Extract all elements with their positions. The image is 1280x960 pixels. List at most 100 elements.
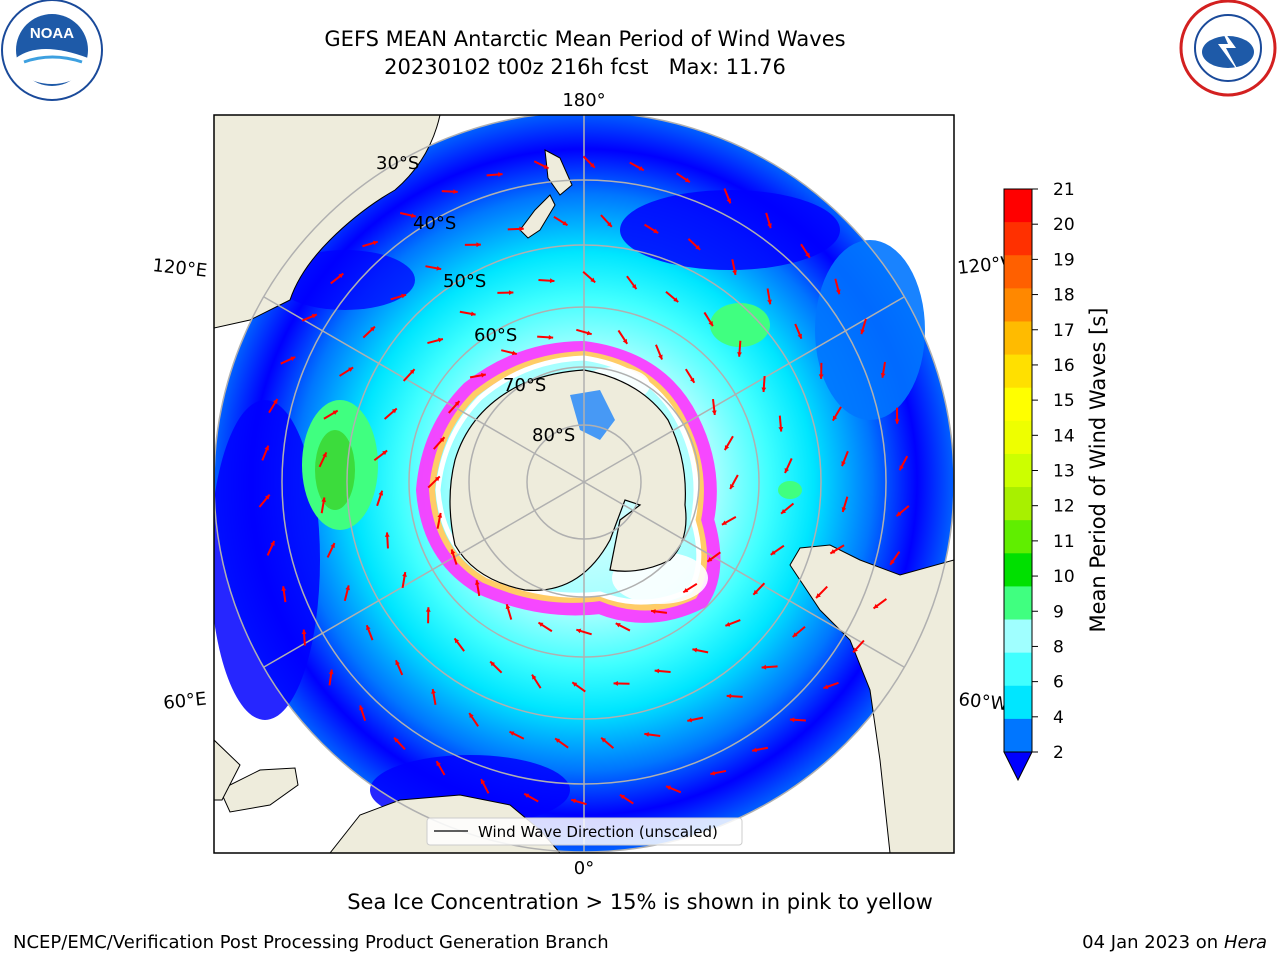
wave-direction-arrowhead	[818, 374, 824, 379]
wave-direction-arrowhead	[382, 450, 388, 456]
lon-label-0: 0°	[574, 858, 594, 879]
southern-africa-west	[214, 739, 241, 801]
wave-direction-arrowhead	[345, 585, 350, 591]
wave-direction-arrowhead	[453, 189, 458, 195]
wave-direction-arrowhead	[730, 484, 735, 490]
wave-direction-arrowhead	[532, 674, 537, 680]
wave-direction-arrowhead	[721, 520, 727, 525]
sea-ice-caption: Sea Ice Concentration > 15% is shown in …	[347, 890, 933, 914]
colorbar-swatch	[1004, 189, 1032, 223]
wave-direction-arrowhead	[830, 549, 836, 554]
wave-direction-arrowhead	[792, 632, 798, 638]
wave-direction-arrowhead	[348, 367, 354, 372]
wave-direction-arrowhead	[841, 507, 847, 513]
lat-label-80s: 80°S	[532, 425, 575, 446]
colorbar-tick-label: 21	[1053, 180, 1075, 200]
lon-label-60w: 60°W	[957, 689, 1009, 715]
wave-direction-arrowhead	[311, 313, 317, 319]
wave-direction-arrowhead	[481, 372, 486, 378]
colorbar-swatch	[1004, 619, 1032, 654]
wave-direction-arrowhead	[761, 387, 767, 393]
wave-direction-arrowhead	[590, 277, 596, 283]
wave-direction-arrowhead	[524, 793, 530, 798]
wave-direction-arrowhead	[853, 647, 858, 653]
wave-direction-arrowhead	[290, 356, 296, 362]
wave-direction-arrowhead	[707, 557, 713, 562]
wave-direction-arrowhead	[789, 717, 795, 723]
colorbar-tick-label: 16	[1053, 356, 1075, 376]
wave-direction-arrowhead	[372, 240, 378, 246]
wave-direction-arrowhead	[725, 622, 731, 627]
lon-label-120e: 120°E	[151, 255, 208, 282]
wave-direction-arrowhead	[476, 242, 481, 248]
wave-direction-arrowhead	[607, 221, 612, 227]
wave-direction-arrowhead	[436, 265, 442, 271]
colorbar-swatch	[1004, 652, 1032, 687]
wave-direction-arrowhead	[684, 177, 690, 183]
wave-direction-arrowhead	[880, 373, 886, 378]
wave-direction-arrowhead	[454, 638, 460, 644]
colorbar-tick-label: 10	[1053, 567, 1075, 587]
wave-direction-arrowhead	[644, 732, 649, 737]
wave-direction-arrowhead	[835, 289, 841, 295]
colorbar-swatch	[1004, 222, 1032, 256]
wave-direction-arrowhead	[338, 273, 344, 279]
wave-direction-arrowhead	[508, 290, 514, 295]
footer-date: 04 Jan 2023 on Hera	[1082, 932, 1267, 953]
wave-direction-arrowhead	[301, 629, 307, 635]
wave-direction-arrowhead	[436, 761, 441, 767]
wave-direction-arrowhead	[732, 270, 737, 275]
wave-direction-arrowhead	[394, 737, 399, 743]
wave-direction-arrowhead	[770, 550, 776, 555]
colorbar-swatch	[1004, 420, 1032, 455]
colorbar-tick-label: 14	[1053, 426, 1075, 446]
wave-direction-arrowhead	[511, 350, 517, 356]
wave-direction-arrowhead	[781, 509, 787, 514]
legend-label: Wind Wave Direction (unscaled)	[478, 823, 718, 841]
wave-direction-arrowhead	[437, 512, 443, 518]
wave-direction-arrowhead	[658, 354, 663, 360]
wave-direction-arrowhead	[586, 330, 592, 336]
wave-direction-arrowhead	[425, 607, 431, 612]
wave-direction-arrowhead	[689, 377, 695, 383]
colorbar-swatch	[1004, 387, 1032, 422]
wave-direction-arrowhead	[431, 689, 436, 694]
colorbar-tick-label: 6	[1053, 673, 1064, 693]
wave-direction-arrowhead	[402, 572, 407, 577]
wave-direction-arrowhead	[601, 737, 607, 743]
lon-label-180: 180°	[562, 90, 605, 111]
wave-direction-arrowhead	[505, 604, 511, 610]
colorbar-tick-label: 15	[1053, 391, 1075, 411]
wave-direction-arrowhead	[359, 705, 364, 711]
lat-label-70s: 70°S	[503, 375, 546, 396]
wave-direction-arrowhead	[439, 437, 445, 443]
map-legend: Wind Wave Direction (unscaled)	[426, 817, 743, 846]
wave-direction-arrowhead	[543, 164, 549, 169]
wave-direction-arrowhead	[784, 468, 790, 474]
wave-direction-arrowhead	[894, 419, 900, 424]
map-frame	[213, 114, 955, 854]
wave-direction-arrowhead	[753, 589, 759, 595]
wave-direction-arrowhead	[395, 660, 400, 666]
new-zealand	[519, 149, 573, 239]
wave-direction-arrowhead	[651, 609, 656, 614]
wave-direction-arrowhead	[548, 334, 554, 340]
wave-direction-arrowhead	[708, 321, 713, 327]
wave-direction-arrowhead	[281, 586, 287, 591]
wave-direction-arrowhead	[450, 549, 456, 555]
lon-label-60e: 60°E	[162, 689, 207, 714]
colorbar-swatch	[1004, 487, 1032, 521]
lat-label-60s: 60°S	[474, 325, 517, 346]
wave-direction-arrowhead	[549, 278, 555, 284]
wave-direction-arrowhead	[384, 532, 390, 537]
nws-logo	[1179, 0, 1277, 97]
wave-direction-arrowhead	[378, 490, 384, 496]
wave-direction-arrowhead	[322, 452, 327, 458]
wave-direction-arrowhead	[328, 669, 334, 675]
wave-direction-arrowhead	[572, 682, 578, 687]
wave-direction-arrowhead	[683, 587, 689, 593]
colorbar-label: Mean Period of Wind Waves [s]	[1086, 308, 1110, 633]
antarctica-landmass	[449, 369, 687, 592]
wave-direction-arrowhead	[555, 738, 561, 743]
colorbar-tick-label: 19	[1053, 250, 1075, 270]
